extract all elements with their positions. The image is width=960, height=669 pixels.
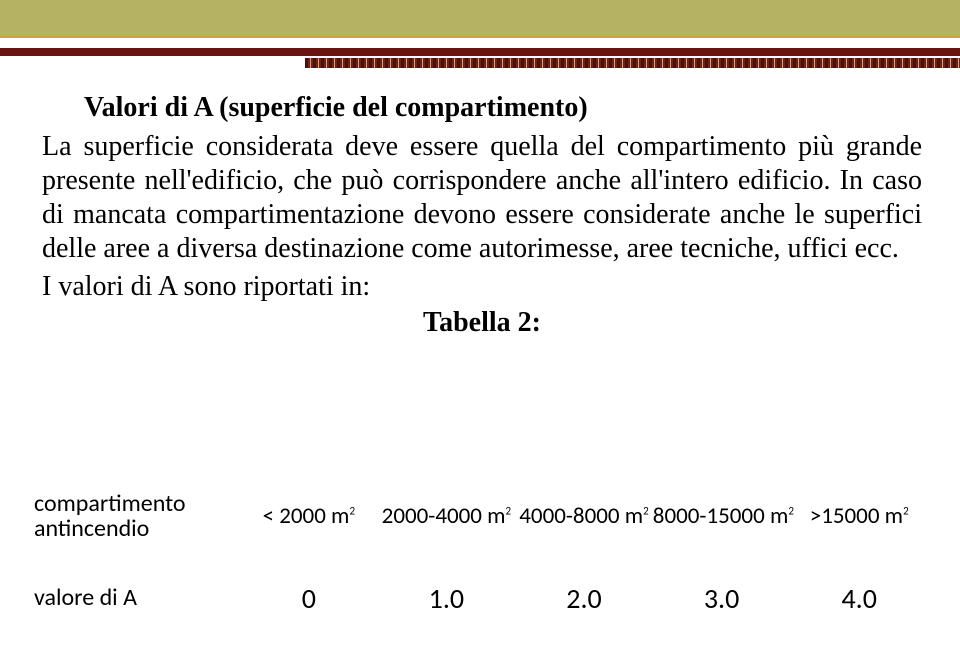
col-head-sup: 2 [506, 504, 512, 517]
col-head-sup: 2 [643, 504, 649, 517]
table-caption: Tabella 2: [42, 307, 922, 339]
col-head-text: 8000-15000 m [653, 502, 789, 530]
col-head: 4000-8000 m2 [515, 479, 653, 553]
row-label-compartimento: compartimento antincendio [34, 479, 240, 553]
col-head: 8000-15000 m2 [653, 479, 791, 553]
data-table: compartimento antincendio < 2000 m2 2000… [34, 479, 928, 643]
col-head: >15000 m2 [790, 479, 928, 553]
col-head-text: 2000-4000 m [382, 502, 506, 530]
body-paragraph: La superficie considerata deve essere qu… [42, 130, 922, 267]
table-value: 2.0 [515, 553, 653, 643]
content-area: Valori di A (superficie del compartiment… [42, 92, 922, 367]
section-title: Valori di A (superficie del compartiment… [84, 92, 922, 124]
table-row: compartimento antincendio < 2000 m2 2000… [34, 479, 928, 553]
row-label-valore: valore di A [34, 553, 240, 643]
col-head-text: >15000 m [810, 502, 903, 530]
col-head-sup: 2 [903, 504, 909, 517]
row-label-line2: antincendio [34, 514, 149, 543]
col-head: 2000-4000 m2 [378, 479, 516, 553]
table-value: 4.0 [790, 553, 928, 643]
ornament-darkred-bar [0, 48, 960, 56]
ornament-gold-line [0, 36, 960, 38]
table-value: 1.0 [378, 553, 516, 643]
table-value: 3.0 [653, 553, 791, 643]
col-head: < 2000 m2 [240, 479, 378, 553]
col-head-sup: 2 [788, 504, 794, 517]
ornament-olive-bar [0, 0, 960, 36]
col-head-sup: 2 [349, 504, 355, 517]
col-head-text: < 2000 m [263, 502, 350, 530]
ornament-pattern-bar [305, 58, 960, 68]
table-row: valore di A 0 1.0 2.0 3.0 4.0 [34, 553, 928, 643]
table-value: 0 [240, 553, 378, 643]
col-head-text: 4000-8000 m [519, 502, 643, 530]
intro-line: I valori di A sono riportati in: [42, 271, 922, 303]
